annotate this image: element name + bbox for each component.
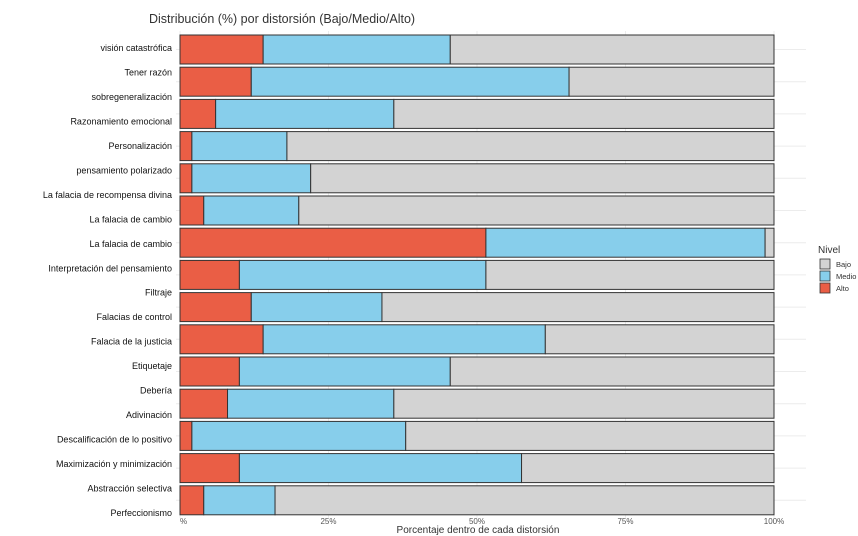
bar-segment-medio xyxy=(191,163,312,194)
bar-segment-alto xyxy=(179,98,217,129)
y-axis-label: Perfeccionismo xyxy=(110,508,172,518)
bar-segment-bajo xyxy=(274,485,775,516)
bar-segment-medio xyxy=(238,453,523,484)
bar-segment-alto xyxy=(179,324,264,355)
bar-segment-alto xyxy=(179,388,229,419)
chart-title: Distribución (%) por distorsión (Bajo/Me… xyxy=(149,12,415,26)
y-axis-label: Falacias de control xyxy=(96,312,172,322)
y-axis-label: Abstracción selectiva xyxy=(87,484,172,494)
y-axis-label: Falacia de la justicia xyxy=(91,337,172,347)
y-axis-label: Tener razón xyxy=(124,67,172,77)
bar-segment-bajo xyxy=(393,388,775,419)
bar-segment-bajo xyxy=(449,356,775,387)
bar-segment-medio xyxy=(250,292,383,323)
legend-swatch-medio xyxy=(819,270,831,282)
bar-segment-alto xyxy=(179,259,240,290)
bar-segment-medio xyxy=(250,66,570,97)
bar-segment-medio xyxy=(238,356,451,387)
bar-segment-alto xyxy=(179,131,193,162)
bar-segment-bajo xyxy=(405,420,775,451)
bar-segment-bajo xyxy=(449,34,775,65)
y-axis-label: Personalización xyxy=(108,141,172,151)
bar-segment-alto xyxy=(179,420,193,451)
y-axis-label: La falacia de cambio xyxy=(89,214,172,224)
bar-segment-bajo xyxy=(521,453,775,484)
y-axis-label: sobregeneralización xyxy=(91,92,172,102)
y-axis-label: Maximización y minimización xyxy=(56,459,172,469)
bar-segment-medio xyxy=(227,388,395,419)
y-axis-label: pensamiento polarizado xyxy=(76,165,172,175)
x-tick-label: 25% xyxy=(320,517,336,526)
bar-segment-alto xyxy=(179,227,487,258)
bar-segment-medio xyxy=(485,227,766,258)
x-tick-label: % xyxy=(180,517,187,526)
bar-segment-bajo xyxy=(568,66,775,97)
y-axis-label: Interpretación del pensamiento xyxy=(48,263,172,273)
bar-segment-bajo xyxy=(310,163,775,194)
legend-swatch-alto xyxy=(819,282,831,294)
bar-segment-medio xyxy=(262,34,451,65)
bar-segment-medio xyxy=(203,195,300,226)
legend-swatch-bajo xyxy=(819,258,831,270)
y-axis-label: Adivinación xyxy=(126,410,172,420)
x-tick-label: 50% xyxy=(469,517,485,526)
y-axis-label: Descalificación de lo positivo xyxy=(57,435,172,445)
bar-segment-alto xyxy=(179,195,205,226)
bar-segment-medio xyxy=(191,131,288,162)
bar-segment-alto xyxy=(179,163,193,194)
x-tick-label: 75% xyxy=(617,517,633,526)
bar-segment-bajo xyxy=(764,227,775,258)
bar-segment-medio xyxy=(215,98,395,129)
y-axis-label: visión catastrófica xyxy=(100,43,172,53)
bar-segment-alto xyxy=(179,34,264,65)
bar-segment-alto xyxy=(179,485,205,516)
x-axis-ticks: % 25% 50% 75% 100% xyxy=(180,517,784,526)
bar-segment-alto xyxy=(179,66,252,97)
y-axis-label: Razonamiento emocional xyxy=(70,116,172,126)
y-axis-label: La falacia de recompensa divina xyxy=(43,190,172,200)
legend: Nivel Bajo Medio Alto xyxy=(818,245,856,294)
y-axis-label: La falacia de cambio xyxy=(89,239,172,249)
legend-label: Alto xyxy=(836,284,849,293)
bar-segment-medio xyxy=(262,324,546,355)
legend-label: Bajo xyxy=(836,260,851,269)
bar-segment-medio xyxy=(203,485,276,516)
bar-segment-alto xyxy=(179,292,252,323)
y-axis-labels: visión catastrófica Tener razón sobregener… xyxy=(43,43,172,518)
bar-segment-medio xyxy=(191,420,407,451)
bars-group xyxy=(179,34,775,516)
bar-segment-bajo xyxy=(544,324,775,355)
y-axis-label: Debería xyxy=(140,386,172,396)
x-tick-label: 100% xyxy=(764,517,784,526)
bar-segment-bajo xyxy=(298,195,775,226)
bar-segment-alto xyxy=(179,453,240,484)
bar-segment-bajo xyxy=(485,259,775,290)
bar-segment-bajo xyxy=(381,292,775,323)
x-axis-title: Porcentaje dentro de cada distorsión xyxy=(397,525,560,536)
y-axis-label: Filtraje xyxy=(145,288,172,298)
bar-segment-bajo xyxy=(393,98,775,129)
legend-title: Nivel xyxy=(818,245,840,256)
bar-segment-medio xyxy=(238,259,487,290)
y-axis-label: Etiquetaje xyxy=(132,361,172,371)
bar-segment-alto xyxy=(179,356,240,387)
bar-segment-bajo xyxy=(286,131,775,162)
legend-label: Medio xyxy=(836,272,856,281)
